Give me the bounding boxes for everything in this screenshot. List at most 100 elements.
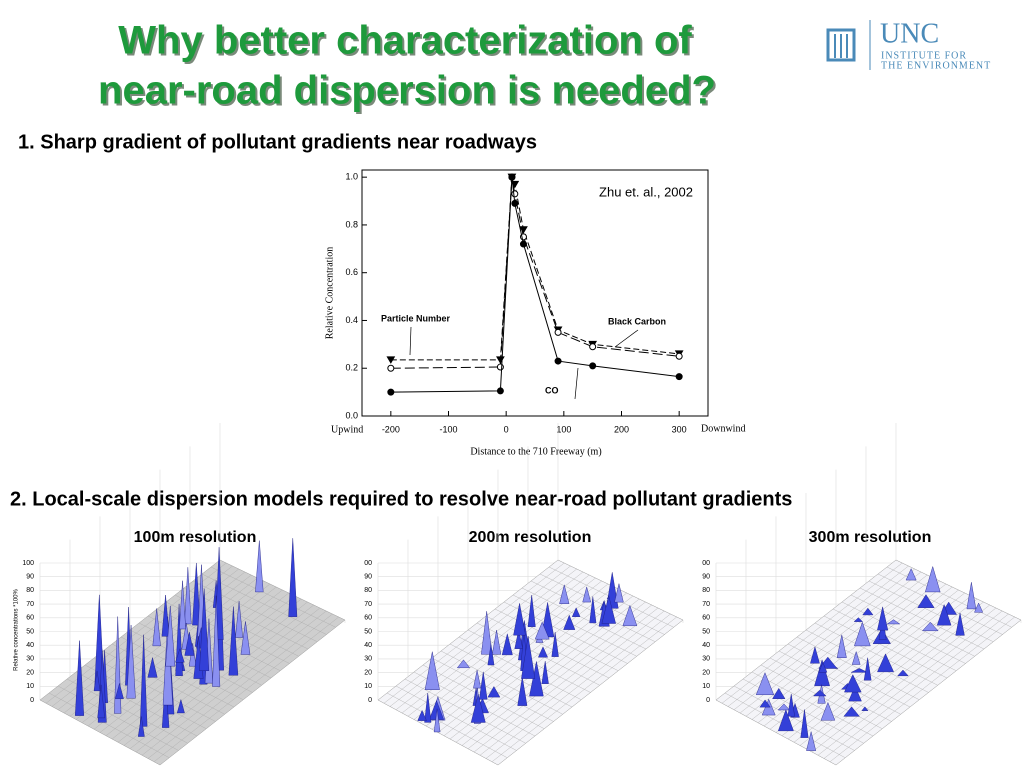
surface-peak — [622, 604, 638, 627]
surface-peak — [925, 565, 941, 593]
y-axis-label: Relative Concentration — [324, 247, 335, 339]
panel-tick: 20 — [702, 669, 710, 676]
floor-grid — [503, 601, 628, 664]
surface-peak — [854, 621, 871, 647]
surface-peak — [755, 672, 775, 695]
section-heading: 1. Sharp gradient of pollutant gradients… — [18, 131, 537, 153]
floor-grid — [201, 573, 327, 635]
floor-grid — [799, 601, 984, 746]
panel-tick: 20 — [26, 669, 34, 676]
floor-grid — [485, 615, 610, 679]
surface-peak — [850, 668, 868, 673]
surface-peak — [487, 686, 501, 698]
floor-grid — [832, 608, 957, 671]
surface-peak — [551, 632, 559, 657]
panel-label: 300m resolution — [809, 529, 932, 546]
floor-grid — [479, 610, 665, 756]
logo-name: UNC — [880, 18, 939, 49]
panel-tick: 60 — [26, 615, 34, 622]
panel-tick: 60 — [364, 615, 372, 622]
panel-label: 200m resolution — [469, 529, 592, 546]
surface-peak — [853, 617, 864, 622]
marker — [589, 343, 597, 351]
floor-grid — [476, 622, 600, 686]
floor-grid — [494, 608, 619, 671]
marker — [496, 363, 504, 371]
surface-peak — [818, 662, 828, 673]
series-label: Black Carbon — [608, 316, 666, 326]
floor-grid — [153, 616, 339, 762]
x-tick-label: -100 — [439, 424, 457, 434]
surface-peak — [877, 606, 889, 631]
surface-peak — [161, 595, 170, 637]
floor-grid — [210, 566, 336, 628]
panel-tick: 30 — [702, 656, 710, 663]
x-end-label: Downwind — [701, 423, 745, 434]
surface-peak — [514, 629, 523, 649]
surface-peak — [897, 669, 909, 677]
surface-peak — [147, 657, 158, 678]
panel-tick: 30 — [364, 656, 372, 663]
surface-peak — [563, 614, 576, 630]
y-tick-label: 0.2 — [345, 363, 358, 373]
surface-peak — [800, 709, 809, 738]
logo-line: INSTITUTE FOR — [881, 50, 967, 61]
marker — [511, 190, 519, 198]
x-tick-label: 300 — [672, 424, 687, 434]
panel-tick: 100 — [22, 560, 34, 567]
floor-grid — [817, 610, 1003, 756]
floor-grid — [877, 573, 1003, 635]
panel-tick: 20 — [364, 669, 372, 676]
surface-panel: 100m resolution1009080706050403020100Rel… — [14, 423, 346, 766]
marker — [519, 240, 527, 248]
surface-peak — [192, 562, 201, 626]
surface-peak — [955, 612, 965, 636]
y-tick-label: 0.6 — [345, 267, 358, 277]
floor-grid — [823, 613, 1009, 759]
floor-grid — [192, 580, 318, 642]
panel-tick: 50 — [26, 628, 34, 635]
series-line — [390, 177, 680, 393]
floor-grid — [491, 616, 677, 762]
surface-peak — [905, 568, 917, 581]
y-tick-label: 0.4 — [345, 315, 358, 325]
panel-tick: 0 — [30, 697, 34, 704]
surface-peak — [582, 586, 592, 603]
floor-grid — [823, 615, 948, 679]
floor-grid — [147, 613, 333, 759]
panel-tick: 0 — [368, 697, 372, 704]
surface-peak — [199, 588, 210, 671]
series-label: Particle Number — [381, 313, 451, 323]
surface-peak — [470, 694, 486, 723]
label-arrow — [574, 367, 579, 400]
y-tick-label: 0.8 — [345, 219, 358, 229]
panel-tick: 40 — [702, 642, 710, 649]
surface-peak — [126, 625, 136, 699]
surface-peak — [534, 621, 550, 640]
panel-tick: 70 — [26, 601, 34, 608]
panel-tick: 00 — [364, 560, 372, 567]
panel-label: 100m resolution — [134, 529, 257, 546]
surface-peak — [152, 608, 161, 647]
surface-peak — [74, 640, 85, 716]
surface-peak — [559, 584, 570, 604]
marker — [675, 373, 683, 381]
surface-peak — [501, 633, 513, 656]
surface-peak — [417, 709, 427, 721]
surface-peak — [115, 682, 124, 699]
floor-grid — [829, 616, 1015, 762]
surface-peak — [255, 540, 264, 593]
surface-peak — [571, 607, 581, 617]
surface-peak — [288, 538, 298, 617]
surface-peak — [527, 595, 536, 627]
surface-peak — [806, 731, 817, 751]
y-tick-label: 1.0 — [345, 172, 358, 182]
surface-peak — [936, 603, 952, 626]
panel-tick: 90 — [26, 574, 34, 581]
surface-peak — [772, 687, 786, 699]
surface-peak — [601, 595, 616, 624]
surface-peak — [777, 703, 791, 711]
surface-peak — [513, 603, 526, 636]
